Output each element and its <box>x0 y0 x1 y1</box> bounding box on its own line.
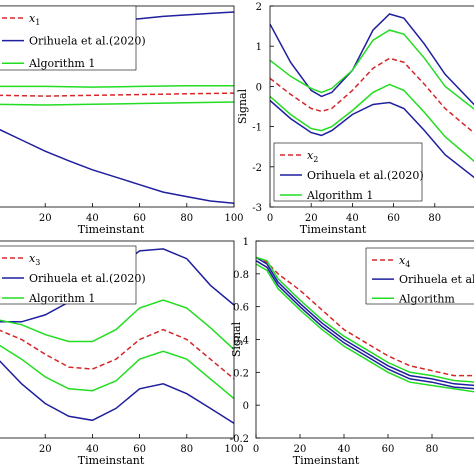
series-line-top-right-0 <box>270 57 474 134</box>
legend-entry: Algorithm <box>398 292 455 305</box>
x-tick-label: 20 <box>305 213 318 224</box>
y-axis-label: Signal <box>236 88 249 124</box>
x-tick-label: 80 <box>428 213 441 224</box>
legend-entry: x4 <box>399 254 410 269</box>
series-line-bottom-right-4 <box>256 263 474 393</box>
legend-box <box>365 247 474 305</box>
x-tick-label: 100 <box>224 213 243 224</box>
x-axis-label: Timeinstant <box>300 223 367 236</box>
series-line-bottom-right-2 <box>256 260 474 390</box>
series-line-top-right-4 <box>270 83 474 163</box>
legend-box <box>273 142 423 202</box>
series-line-top-left-4 <box>0 101 234 106</box>
x-tick-label: 60 <box>133 444 146 455</box>
series-line-bottom-right-1 <box>256 256 474 387</box>
x-tick-label: 80 <box>426 444 439 455</box>
legend-box <box>0 5 137 71</box>
legend-box <box>0 245 137 305</box>
y-tick-label: 2 <box>256 2 262 13</box>
legend-entry: Algorithm 1 <box>28 292 95 305</box>
y-tick-label: -3 <box>252 203 262 214</box>
series-line-bottom-left-3 <box>0 299 234 350</box>
series-line-bottom-left-0 <box>0 328 234 380</box>
legend-entry: x1 <box>29 12 40 27</box>
x-tick-label: 60 <box>382 444 395 455</box>
x-tick-label: 0 <box>253 444 259 455</box>
legend-entry: Orihuela et al.(2020) <box>307 169 424 182</box>
x-tick-label: 80 <box>180 213 193 224</box>
y-tick-label: 0.2 <box>233 368 249 379</box>
y-tick-label: -1 <box>252 123 262 134</box>
series-line-top-left-2 <box>0 128 234 205</box>
x-tick-label: 40 <box>346 213 359 224</box>
legend-entry: Orihuela et al.(2020) <box>29 272 146 285</box>
legend-entry: Algorithm 1 <box>28 57 95 70</box>
y-tick-label: -0.2 <box>230 434 249 445</box>
x-tick-label: 80 <box>180 444 193 455</box>
y-axis-label: Signal <box>230 321 243 357</box>
series-line-top-left-0 <box>0 92 234 97</box>
panel-top-right <box>269 5 474 208</box>
x-tick-label: 20 <box>39 444 52 455</box>
series-line-top-right-3 <box>270 29 474 110</box>
series-line-top-right-2 <box>270 99 474 179</box>
x-tick-label: 40 <box>86 444 99 455</box>
y-tick-label: 1 <box>243 237 249 248</box>
legend-entry: x2 <box>307 149 318 164</box>
x-tick-label: 20 <box>294 444 307 455</box>
legend-entry: Algorithm 1 <box>306 189 373 202</box>
y-tick-label: 0 <box>243 401 249 412</box>
x-tick-label: 0 <box>267 213 273 224</box>
y-tick-label: 0.6 <box>233 303 249 314</box>
x-tick-label: 20 <box>39 213 52 224</box>
y-tick-label: 0.8 <box>233 270 249 281</box>
legend-entry: Orihuela et al.(2020) <box>29 35 146 48</box>
x-axis-label: Timeinstant <box>293 454 360 467</box>
axes-frame <box>0 240 235 439</box>
x-tick-label: 40 <box>338 444 351 455</box>
x-tick-label: 60 <box>133 213 146 224</box>
x-axis-label: Timeinstant <box>78 454 145 467</box>
y-tick-label: -2 <box>252 163 262 174</box>
series-line-bottom-left-4 <box>0 344 234 400</box>
legend-entry: Orihuela et al. <box>399 273 474 286</box>
series-line-bottom-right-3 <box>256 256 474 383</box>
x-axis-label: Timeinstant <box>78 223 145 236</box>
series-line-top-left-3 <box>0 84 234 88</box>
series-line-bottom-left-2 <box>0 360 234 424</box>
x-tick-label: 40 <box>86 213 99 224</box>
x-tick-label: 100 <box>224 444 243 455</box>
y-tick-label: 0.4 <box>233 336 249 347</box>
legend-entry: x3 <box>29 252 40 267</box>
y-tick-label: 1 <box>256 42 262 53</box>
series-line-bottom-right-0 <box>256 256 474 377</box>
y-tick-label: 0 <box>256 82 262 93</box>
panel-bottom-right <box>255 240 474 439</box>
axes-frame <box>269 5 474 208</box>
x-tick-label: 60 <box>387 213 400 224</box>
